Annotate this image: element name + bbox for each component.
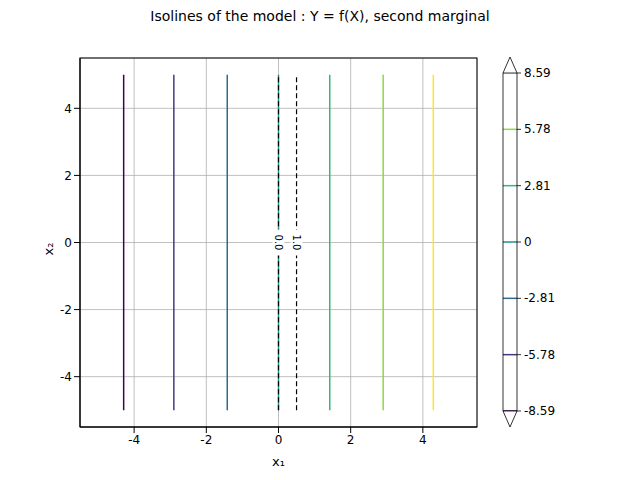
svg-text:x₁: x₁ bbox=[272, 454, 285, 469]
svg-text:5.78: 5.78 bbox=[524, 122, 551, 136]
svg-text:-4: -4 bbox=[60, 370, 72, 384]
svg-text:1.0: 1.0 bbox=[291, 235, 302, 251]
svg-text:0.0: 0.0 bbox=[273, 235, 284, 251]
svg-text:0: 0 bbox=[524, 235, 532, 249]
svg-text:2: 2 bbox=[347, 433, 355, 447]
svg-text:x₂: x₂ bbox=[41, 243, 56, 256]
svg-text:4: 4 bbox=[64, 102, 72, 116]
svg-text:0: 0 bbox=[64, 236, 72, 250]
svg-text:0: 0 bbox=[275, 433, 283, 447]
svg-text:2.81: 2.81 bbox=[524, 179, 551, 193]
svg-text:2: 2 bbox=[64, 169, 72, 183]
svg-text:4: 4 bbox=[419, 433, 427, 447]
html-text:Isolines of the model : Y = f(: Isolines of the model : Y = f(X), second… bbox=[150, 8, 490, 24]
svg-text:-2: -2 bbox=[200, 433, 212, 447]
svg-text:-8.59: -8.59 bbox=[524, 404, 555, 418]
svg-text:8.59: 8.59 bbox=[524, 66, 551, 80]
svg-text:-2.81: -2.81 bbox=[524, 291, 555, 305]
svg-text:-2: -2 bbox=[60, 303, 72, 317]
svg-text:-4: -4 bbox=[128, 433, 140, 447]
svg-text:-5.78: -5.78 bbox=[524, 348, 555, 362]
